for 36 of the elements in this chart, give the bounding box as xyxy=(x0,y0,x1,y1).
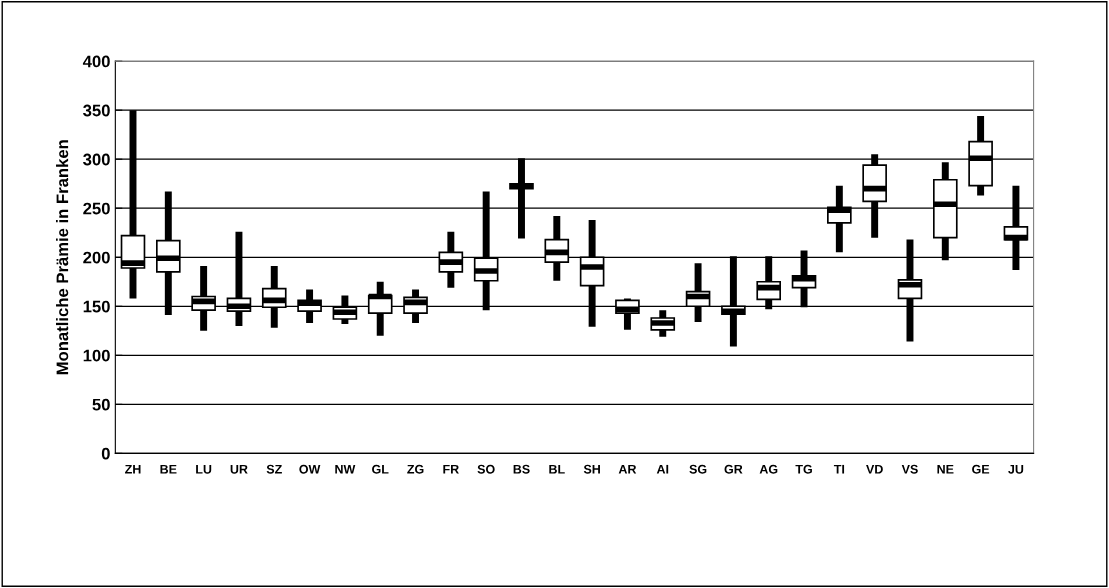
y-tick-label: 250 xyxy=(83,202,110,215)
x-tick-label: GL xyxy=(372,464,389,474)
y-tick-label: 300 xyxy=(83,153,110,166)
x-tick-label: ZH xyxy=(125,464,141,474)
x-tick-label: SZ xyxy=(266,464,282,474)
y-tick-label: 350 xyxy=(83,104,110,117)
x-tick-label: GR xyxy=(724,464,743,474)
y-tick-label: 200 xyxy=(83,251,110,264)
x-tick-label: TI xyxy=(833,464,845,474)
y-tick-label: 0 xyxy=(101,447,110,460)
x-tick-label: AI xyxy=(656,464,669,474)
x-tick-label: AG xyxy=(759,464,778,474)
y-tick-label: 50 xyxy=(92,398,110,411)
x-tick-label: FR xyxy=(443,464,459,474)
x-tick-label: SG xyxy=(689,464,707,474)
y-tick-label: 400 xyxy=(82,55,110,68)
x-tick-label: NE xyxy=(937,464,954,474)
x-tick-label: LU xyxy=(196,464,212,474)
y-tick-label: 150 xyxy=(83,300,110,313)
y-tick-label: 100 xyxy=(83,349,110,362)
x-tick-label: NW xyxy=(335,464,356,474)
x-tick-label: VS xyxy=(901,464,918,474)
x-tick-label: VD xyxy=(866,464,883,474)
x-tick-label: UR xyxy=(230,464,248,474)
x-tick-label: AR xyxy=(618,464,637,474)
x-tick-label: ZG xyxy=(407,464,424,474)
x-tick-label: SO xyxy=(477,464,495,474)
x-tick-label: GE xyxy=(972,464,990,474)
x-tick-label: BE xyxy=(160,464,177,474)
x-tick-label: BL xyxy=(549,464,565,474)
x-tick-label: TG xyxy=(795,464,812,474)
x-tick-label: BS xyxy=(513,464,530,474)
x-tick-label: OW xyxy=(299,464,321,474)
y-axis-title: Monatliche Prämie in Franken xyxy=(56,140,69,375)
x-tick-label: JU xyxy=(1008,464,1024,474)
x-tick-label: SH xyxy=(583,464,600,474)
